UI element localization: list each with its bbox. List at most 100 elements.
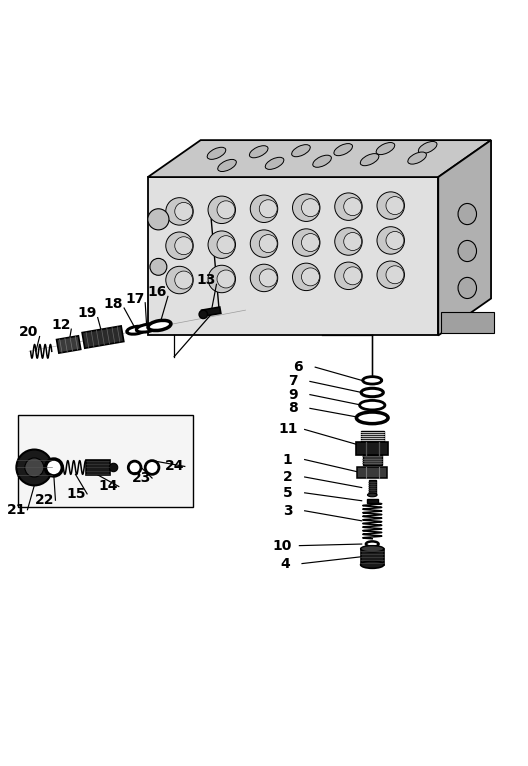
Circle shape	[250, 230, 278, 257]
Ellipse shape	[334, 143, 353, 155]
Circle shape	[208, 265, 235, 293]
Text: 12: 12	[51, 318, 70, 332]
Text: 14: 14	[99, 480, 118, 493]
Ellipse shape	[145, 460, 159, 474]
Ellipse shape	[361, 388, 383, 397]
Text: 23: 23	[132, 471, 151, 485]
Circle shape	[109, 463, 118, 472]
Ellipse shape	[360, 401, 385, 410]
Bar	[369, 480, 376, 495]
Text: 13: 13	[196, 273, 215, 287]
Text: 22: 22	[35, 493, 54, 507]
Circle shape	[301, 268, 319, 286]
Circle shape	[377, 261, 404, 289]
Ellipse shape	[136, 324, 157, 332]
Ellipse shape	[360, 154, 379, 165]
Polygon shape	[202, 307, 221, 316]
Ellipse shape	[361, 545, 384, 552]
Text: 3: 3	[283, 504, 293, 518]
Text: 16: 16	[148, 285, 167, 300]
Bar	[363, 455, 382, 466]
Bar	[361, 548, 384, 565]
Ellipse shape	[458, 277, 477, 299]
Circle shape	[208, 231, 235, 258]
Circle shape	[335, 193, 362, 221]
Ellipse shape	[265, 157, 284, 169]
Ellipse shape	[363, 377, 382, 384]
Ellipse shape	[128, 461, 141, 474]
Circle shape	[259, 200, 277, 218]
Circle shape	[259, 234, 277, 253]
Ellipse shape	[45, 459, 62, 476]
Circle shape	[166, 198, 193, 225]
Circle shape	[16, 450, 52, 486]
Polygon shape	[148, 177, 438, 336]
Circle shape	[199, 310, 208, 319]
Ellipse shape	[458, 204, 477, 224]
Circle shape	[166, 232, 193, 260]
Circle shape	[344, 233, 362, 250]
Ellipse shape	[376, 142, 395, 155]
Ellipse shape	[249, 146, 268, 158]
Polygon shape	[148, 140, 491, 177]
Circle shape	[166, 267, 193, 294]
Ellipse shape	[356, 412, 388, 424]
Ellipse shape	[418, 142, 437, 153]
Circle shape	[175, 271, 193, 289]
Circle shape	[250, 264, 278, 292]
Text: 21: 21	[7, 502, 26, 517]
Text: 4: 4	[280, 557, 290, 571]
Polygon shape	[82, 326, 124, 349]
Text: 1: 1	[283, 453, 293, 466]
Circle shape	[150, 258, 167, 275]
Ellipse shape	[207, 147, 226, 159]
Ellipse shape	[367, 493, 377, 497]
Bar	[356, 442, 388, 455]
Circle shape	[386, 266, 404, 283]
Circle shape	[217, 270, 235, 288]
Circle shape	[377, 192, 404, 219]
Bar	[357, 467, 387, 478]
Circle shape	[293, 264, 320, 290]
Circle shape	[335, 228, 362, 255]
Circle shape	[250, 195, 278, 222]
Bar	[441, 312, 494, 333]
Circle shape	[259, 269, 277, 287]
Circle shape	[175, 237, 193, 255]
Circle shape	[377, 227, 404, 254]
Text: 7: 7	[288, 375, 298, 388]
Ellipse shape	[218, 159, 237, 172]
Text: 11: 11	[278, 423, 297, 437]
Ellipse shape	[361, 561, 384, 568]
Circle shape	[25, 458, 44, 477]
Bar	[361, 430, 384, 442]
Text: 18: 18	[104, 296, 123, 311]
Circle shape	[386, 197, 404, 214]
Polygon shape	[438, 140, 491, 336]
Text: 8: 8	[288, 401, 298, 415]
Text: 17: 17	[125, 292, 144, 306]
Ellipse shape	[148, 320, 171, 330]
Ellipse shape	[127, 326, 146, 334]
Ellipse shape	[408, 152, 427, 164]
Text: 20: 20	[20, 326, 39, 339]
Ellipse shape	[366, 542, 379, 547]
Circle shape	[217, 201, 235, 219]
Circle shape	[344, 267, 362, 285]
Ellipse shape	[291, 145, 310, 157]
Text: 24: 24	[165, 460, 184, 473]
Text: 9: 9	[288, 388, 298, 401]
Circle shape	[344, 198, 362, 215]
Text: 6: 6	[294, 360, 303, 374]
Text: 19: 19	[78, 306, 97, 320]
Circle shape	[148, 209, 169, 230]
Circle shape	[217, 236, 235, 254]
Text: 15: 15	[67, 487, 86, 501]
Circle shape	[175, 202, 193, 221]
Circle shape	[208, 196, 235, 224]
Circle shape	[335, 262, 362, 290]
Text: 2: 2	[283, 470, 293, 484]
Ellipse shape	[458, 241, 477, 261]
Circle shape	[386, 231, 404, 250]
Polygon shape	[86, 460, 110, 475]
